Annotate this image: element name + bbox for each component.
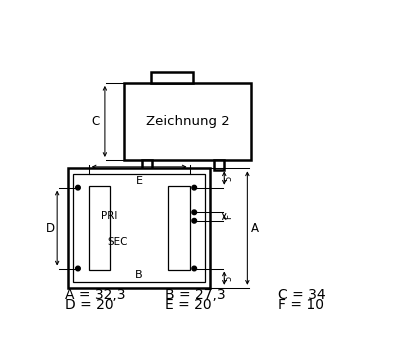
Text: PRI: PRI [100,211,117,221]
Bar [124,83,251,160]
Circle shape [192,266,196,271]
Circle shape [192,185,196,190]
Text: A = 32,3: A = 32,3 [65,289,125,303]
Bar [214,160,224,170]
Text: A: A [251,221,259,234]
Text: Zeichnung 2: Zeichnung 2 [146,115,230,128]
Bar [142,160,152,170]
Circle shape [192,210,196,214]
Text: E = 20: E = 20 [165,298,212,312]
Text: F: F [224,214,233,219]
Bar [68,168,210,288]
Text: C = 34: C = 34 [278,289,326,303]
Circle shape [192,218,196,223]
Text: E: E [136,177,143,186]
Bar [168,186,190,270]
Bar [73,174,205,282]
Text: B = 27,3: B = 27,3 [165,289,226,303]
Text: SEC: SEC [108,237,128,247]
Text: D = 20: D = 20 [65,298,114,312]
Circle shape [76,266,80,271]
Text: F = 10: F = 10 [278,298,324,312]
Text: C: C [92,115,100,128]
Text: B: B [135,270,143,280]
Text: D: D [46,221,55,234]
Circle shape [76,185,80,190]
Bar [89,186,110,270]
Text: 5: 5 [224,276,233,281]
Bar [151,72,194,83]
Text: 5: 5 [224,176,233,181]
